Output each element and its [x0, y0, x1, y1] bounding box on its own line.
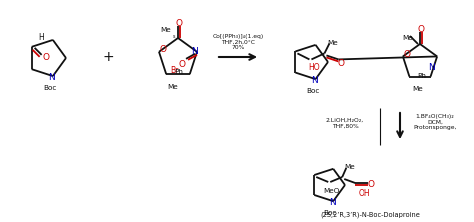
Text: s: s	[173, 34, 175, 38]
Text: Boc: Boc	[306, 88, 319, 94]
Text: Me: Me	[402, 35, 413, 41]
Text: O: O	[159, 45, 166, 54]
Text: O: O	[42, 53, 49, 62]
Text: OH: OH	[358, 188, 370, 198]
Text: Co[(PPh₃)]₄(1.eq)
THF,2h,0°C
70%: Co[(PPh₃)]₄(1.eq) THF,2h,0°C 70%	[212, 34, 264, 50]
Text: O: O	[418, 24, 425, 34]
Text: Me: Me	[412, 85, 423, 91]
Text: O: O	[175, 18, 182, 28]
Text: Boc: Boc	[43, 85, 56, 91]
Text: Boc: Boc	[324, 210, 337, 216]
Text: Me: Me	[161, 27, 172, 33]
Text: N: N	[311, 76, 318, 85]
Text: O: O	[368, 180, 375, 188]
Text: H: H	[38, 33, 44, 42]
Text: N: N	[48, 73, 55, 81]
Text: Me: Me	[167, 84, 178, 90]
Text: Ph: Ph	[174, 69, 182, 75]
Text: N: N	[329, 198, 336, 207]
Text: O: O	[403, 50, 410, 59]
Text: O: O	[179, 60, 185, 69]
Text: Br: Br	[171, 66, 179, 75]
Text: Me: Me	[327, 40, 338, 46]
Text: HO: HO	[309, 63, 320, 72]
Text: 2.LiOH,H₂O₂,
THF,80%: 2.LiOH,H₂O₂, THF,80%	[326, 118, 364, 128]
Text: N: N	[428, 63, 435, 72]
Text: Ph: Ph	[417, 73, 426, 79]
Text: 1.BF₄O(CH₃)₂
DCM,
Protonsponge,: 1.BF₄O(CH₃)₂ DCM, Protonsponge,	[413, 114, 456, 130]
Text: (2S,2’R,3’R)-N-Boc-Dolaproine: (2S,2’R,3’R)-N-Boc-Dolaproine	[320, 212, 420, 218]
Text: O: O	[338, 59, 345, 68]
Text: Me: Me	[344, 164, 355, 170]
Text: MeO: MeO	[323, 188, 339, 194]
Text: N: N	[191, 47, 197, 56]
Text: +: +	[102, 50, 114, 64]
